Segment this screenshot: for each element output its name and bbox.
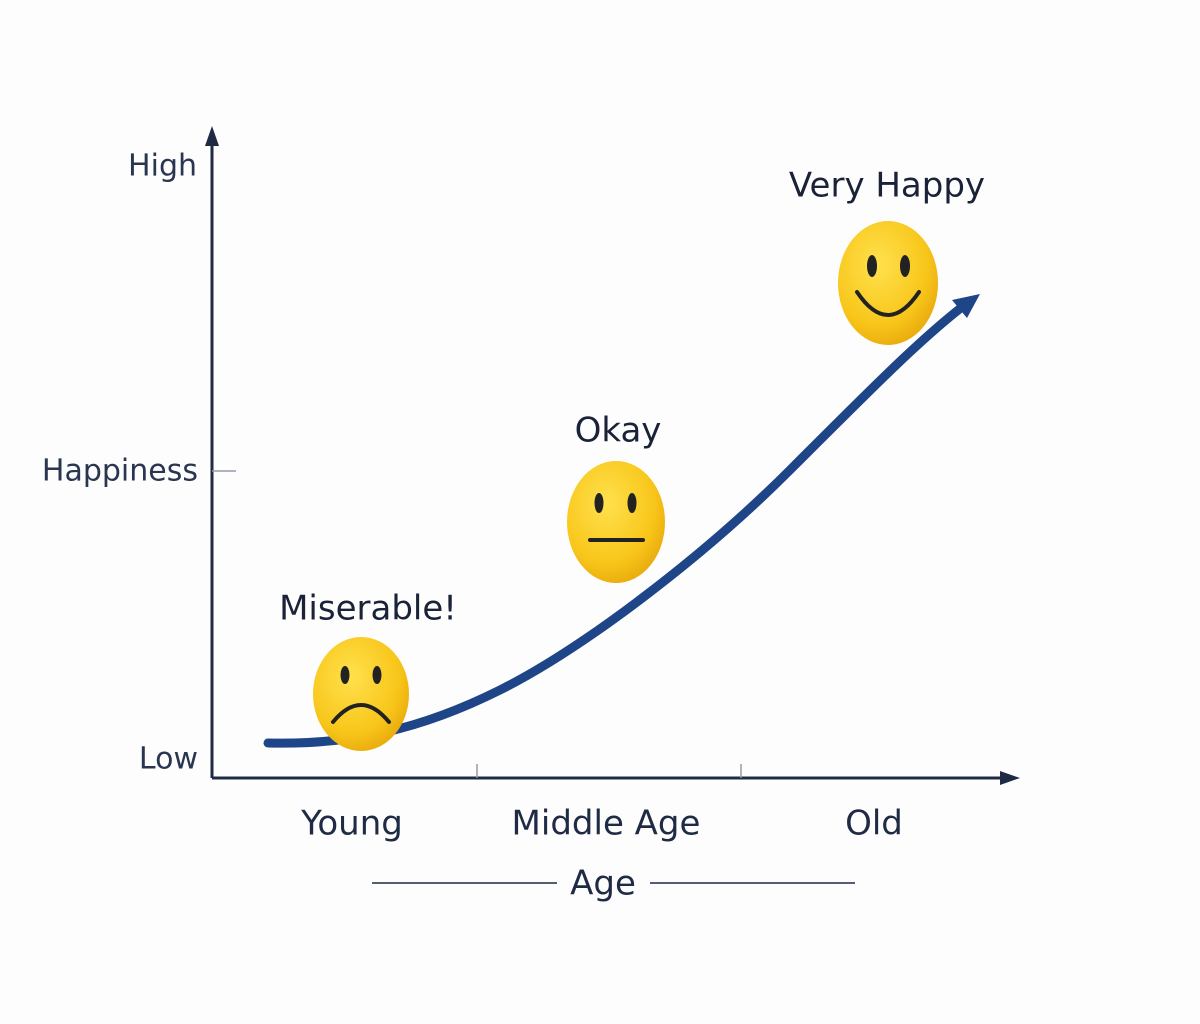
y-axis-arrow: [205, 126, 219, 146]
y-axis-title: Happiness: [42, 454, 198, 489]
face-label: Okay: [575, 411, 662, 451]
face-label: Miserable!: [279, 589, 457, 629]
y-top-label: High: [128, 149, 197, 184]
face-label: Very Happy: [789, 166, 985, 206]
sad-face: [313, 637, 409, 751]
neutral-face: [567, 461, 665, 583]
happy-face: [838, 221, 938, 345]
y-bottom-label: Low: [139, 742, 198, 777]
x-axis-title: Age: [570, 864, 636, 904]
x-category: Middle Age: [512, 804, 701, 844]
curve-arrow: [952, 294, 980, 318]
x-category: Young: [300, 804, 403, 844]
x-axis-arrow: [1000, 771, 1020, 785]
x-category: Old: [845, 804, 903, 844]
